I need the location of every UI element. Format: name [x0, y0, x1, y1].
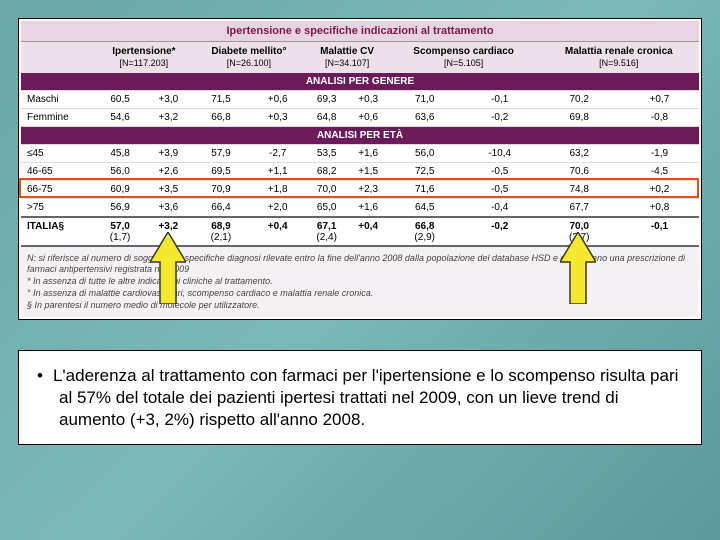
arrow-left [150, 232, 186, 304]
summary-bullet: L'aderenza al trattamento con farmaci pe… [37, 365, 683, 430]
table-row: >7556,9+3,666,4+2,065,0+1,664,5-0,467,7+… [21, 198, 699, 217]
table-row: ≤4545,8+3,957,9-2,753,5+1,656,0-10,463,2… [21, 144, 699, 162]
col-ipertensione: Ipertensione*[N=117.203] [96, 42, 193, 73]
cell: 56,0 [389, 144, 461, 162]
cell: +3,0 [145, 90, 193, 108]
row-label: >75 [21, 198, 96, 217]
cell: +0,3 [348, 90, 389, 108]
col-scompenso: Scompenso cardiaco[N=5.105] [389, 42, 539, 73]
cell: +1,6 [348, 144, 389, 162]
table-title: Ipertensione e specifiche indicazioni al… [21, 21, 699, 42]
cell: 70,2 [539, 90, 620, 108]
cell: +2,6 [145, 162, 193, 180]
cell: +0,2 [620, 180, 699, 198]
summary-box: L'aderenza al trattamento con farmaci pe… [18, 350, 702, 445]
row-label: 66-75 [21, 180, 96, 198]
data-table-container: Ipertensione e specifiche indicazioni al… [21, 21, 699, 317]
cell: 68,9(2,1) [192, 217, 250, 246]
cell: 70,0 [306, 180, 348, 198]
cell: 66,8 [192, 108, 250, 126]
table-row: 46-6556,0+2,669,5+1,168,2+1,572,5-0,570,… [21, 162, 699, 180]
cell: 67,1(2,4) [306, 217, 348, 246]
col-renale: Malattia renale cronica[N=9.516] [539, 42, 699, 73]
cell: +1,6 [348, 198, 389, 217]
cell: +0,7 [620, 90, 699, 108]
cell: +0,3 [250, 108, 306, 126]
row-label: ITALIA§ [21, 217, 96, 246]
cell: -0,5 [461, 162, 539, 180]
cell: -0,4 [461, 198, 539, 217]
arrow-right [560, 232, 596, 304]
cell: 71,0 [389, 90, 461, 108]
table-row: Maschi60,5+3,071,5+0,669,3+0,371,0-0,170… [21, 90, 699, 108]
cell: +2,0 [250, 198, 306, 217]
cell: -0,5 [461, 180, 539, 198]
col-blank [21, 42, 96, 73]
col-diabete: Diabete mellito°[N=26.100] [192, 42, 305, 73]
cell: 71,6 [389, 180, 461, 198]
cell: 53,5 [306, 144, 348, 162]
row-label: Maschi [21, 90, 96, 108]
footnotes: N: si riferisce al numero di soggetti co… [21, 247, 699, 317]
cell: -0,2 [461, 217, 539, 246]
cell: 68,2 [306, 162, 348, 180]
table-row: 66-7560,9+3,570,9+1,870,0+2,371,6-0,574,… [21, 180, 699, 198]
cell: 67,7 [539, 198, 620, 217]
cell: +0,4 [250, 217, 306, 246]
table-frame: Ipertensione e specifiche indicazioni al… [18, 18, 702, 320]
cell: -10,4 [461, 144, 539, 162]
section-header: ANALISI PER ETÀ [21, 126, 699, 144]
col-malattie-cv: Malattie CV[N=34.107] [306, 42, 389, 73]
cell: 64,8 [306, 108, 348, 126]
cell: +0,6 [348, 108, 389, 126]
italia-row: ITALIA§57,0(1,7)+3,268,9(2,1)+0,467,1(2,… [21, 217, 699, 246]
cell: 57,0(1,7) [96, 217, 145, 246]
cell: +1,8 [250, 180, 306, 198]
row-label: Femmine [21, 108, 96, 126]
cell: 63,2 [539, 144, 620, 162]
cell: +0,8 [620, 198, 699, 217]
cell: -4,5 [620, 162, 699, 180]
cell: -0,1 [461, 90, 539, 108]
cell: 69,5 [192, 162, 250, 180]
cell: 60,5 [96, 90, 145, 108]
cell: 74,8 [539, 180, 620, 198]
cell: +1,5 [348, 162, 389, 180]
cell: 66,8(2,9) [389, 217, 461, 246]
cell: -0,8 [620, 108, 699, 126]
cell: 54,6 [96, 108, 145, 126]
cell: 71,5 [192, 90, 250, 108]
cell: 70,9 [192, 180, 250, 198]
cell: 72,5 [389, 162, 461, 180]
cell: 63,6 [389, 108, 461, 126]
cell: 66,4 [192, 198, 250, 217]
cell: +0,6 [250, 90, 306, 108]
cell: +3,6 [145, 198, 193, 217]
cell: 65,0 [306, 198, 348, 217]
cell: -0,2 [461, 108, 539, 126]
cell: -1,9 [620, 144, 699, 162]
cell: 60,9 [96, 180, 145, 198]
cell: 56,0 [96, 162, 145, 180]
section-header: ANALISI PER GENERE [21, 73, 699, 91]
cell: 69,3 [306, 90, 348, 108]
cell: +3,9 [145, 144, 193, 162]
cell: -0,1 [620, 217, 699, 246]
cell: +0,4 [348, 217, 389, 246]
cell: 45,8 [96, 144, 145, 162]
row-label: 46-65 [21, 162, 96, 180]
row-label: ≤45 [21, 144, 96, 162]
cell: 57,9 [192, 144, 250, 162]
data-table: Ipertensione*[N=117.203] Diabete mellito… [21, 42, 699, 247]
cell: 70,6 [539, 162, 620, 180]
cell: 64,5 [389, 198, 461, 217]
cell: +2,3 [348, 180, 389, 198]
table-row: Femmine54,6+3,266,8+0,364,8+0,663,6-0,26… [21, 108, 699, 126]
cell: 56,9 [96, 198, 145, 217]
cell: +1,1 [250, 162, 306, 180]
cell: +3,2 [145, 108, 193, 126]
cell: +3,5 [145, 180, 193, 198]
cell: -2,7 [250, 144, 306, 162]
cell: 69,8 [539, 108, 620, 126]
